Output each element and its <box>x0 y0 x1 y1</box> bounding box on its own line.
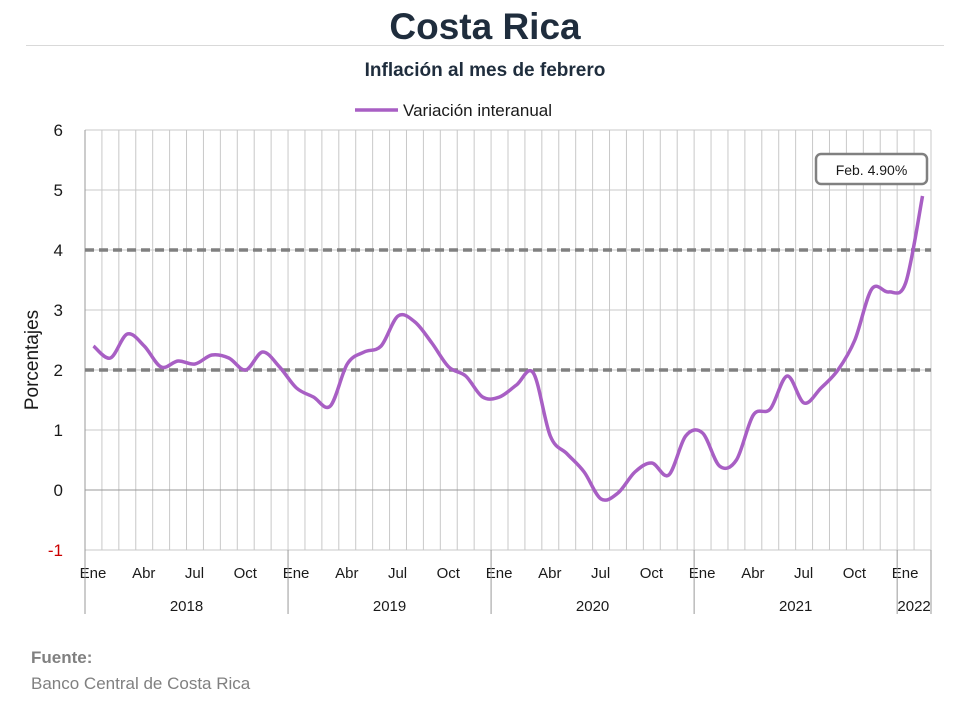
source-label: Fuente: <box>31 648 93 667</box>
x-tick-label: Abr <box>335 565 358 582</box>
y-tick-label: 3 <box>54 301 63 320</box>
x-tick-label: Oct <box>843 565 867 582</box>
x-tick-label: Ene <box>486 565 513 582</box>
title-divider <box>26 45 944 46</box>
y-tick-label: 4 <box>54 241 63 260</box>
y-tick-label: -1 <box>48 541 63 560</box>
x-year-label: 2018 <box>170 598 203 615</box>
x-tick-label: Ene <box>689 565 716 582</box>
y-tick-label: 6 <box>54 121 63 140</box>
x-tick-label: Oct <box>640 565 664 582</box>
y-tick-label: 1 <box>54 421 63 440</box>
y-axis-title: Porcentajes <box>22 310 43 410</box>
x-tick-label: Abr <box>538 565 561 582</box>
source-text: Banco Central de Costa Rica <box>31 674 251 693</box>
chart-subtitle: Inflación al mes de febrero <box>364 60 606 81</box>
annotation-label: Feb. 4.90% <box>836 162 908 178</box>
y-tick-label: 2 <box>54 361 63 380</box>
x-tick-label: Ene <box>80 565 107 582</box>
x-tick-label: Jul <box>591 565 610 582</box>
legend-label: Variación interanual <box>403 101 552 120</box>
x-tick-label: Oct <box>234 565 258 582</box>
y-tick-label: 0 <box>54 481 63 500</box>
x-tick-label: Oct <box>437 565 461 582</box>
annotation-box <box>814 152 929 186</box>
x-tick-label: Jul <box>388 565 407 582</box>
x-year-label: 2022 <box>897 598 930 615</box>
series-line-variacion-interanual <box>92 195 925 502</box>
x-year-label: 2019 <box>373 598 406 615</box>
x-year-label: 2020 <box>576 598 609 615</box>
y-tick-label: 5 <box>54 181 63 200</box>
x-tick-label: Ene <box>892 565 919 582</box>
chart-title: Costa Rica <box>389 6 581 47</box>
x-tick-label: Abr <box>741 565 764 582</box>
x-tick-label: Jul <box>185 565 204 582</box>
x-tick-label: Abr <box>132 565 155 582</box>
x-year-label: 2021 <box>779 598 812 615</box>
x-tick-label: Jul <box>794 565 813 582</box>
x-tick-label: Ene <box>283 565 310 582</box>
